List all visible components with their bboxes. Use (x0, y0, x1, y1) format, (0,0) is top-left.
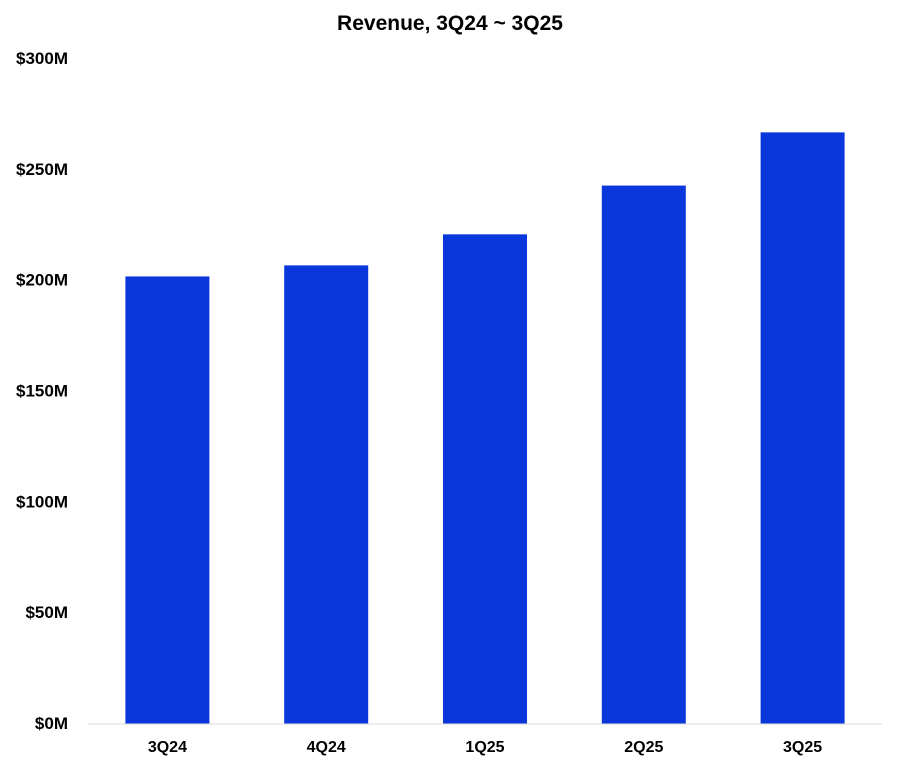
bar-4Q24 (284, 265, 369, 724)
x-tick-label: 2Q25 (624, 739, 663, 756)
bar-1Q25 (443, 234, 527, 725)
bar-3Q25 (760, 132, 845, 724)
y-tick-label: $0M (35, 714, 68, 733)
chart-title: Revenue, 3Q24 ~ 3Q25 (337, 12, 563, 35)
x-tick-label: 4Q24 (307, 739, 346, 756)
bar-2Q25 (601, 185, 686, 725)
bar-3Q24 (125, 276, 210, 724)
x-tick-label: 3Q24 (148, 739, 187, 756)
y-tick-label: $100M (16, 492, 68, 511)
y-tick-label: $150M (16, 382, 68, 401)
x-tick-label: 3Q25 (783, 739, 822, 756)
y-tick-label: $250M (16, 160, 68, 179)
y-tick-label: $200M (16, 271, 68, 290)
x-tick-label: 1Q25 (465, 739, 504, 756)
y-tick-label: $50M (25, 603, 68, 622)
y-tick-label: $300M (16, 49, 68, 68)
